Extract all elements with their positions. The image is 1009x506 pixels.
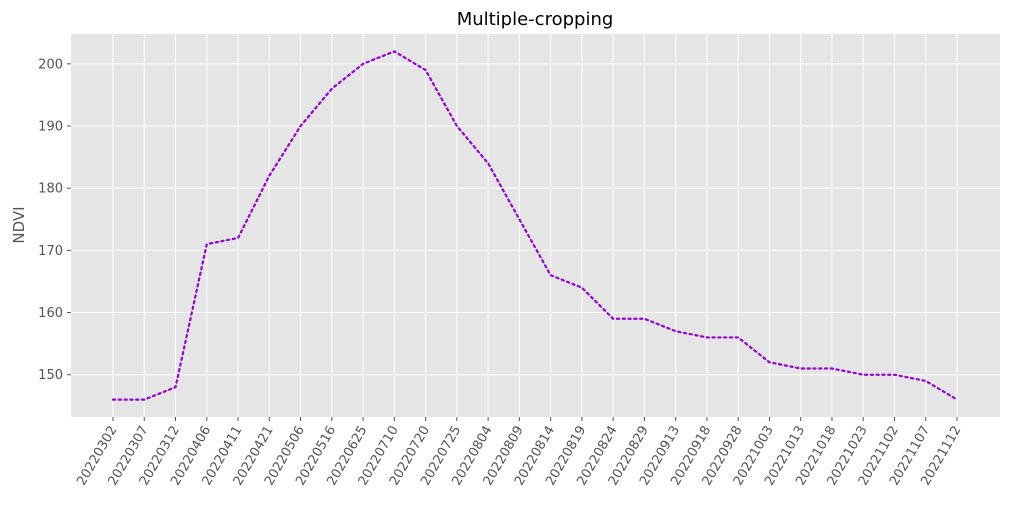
y-grid xyxy=(71,63,1000,376)
y-axis: 150 160 170 180 190 200 xyxy=(38,57,71,383)
plot-area xyxy=(71,34,1000,417)
y-axis-label: NDVI xyxy=(10,206,28,243)
y-tick-label: 200 xyxy=(38,57,63,72)
series-line xyxy=(111,50,959,401)
y-tick-label: 160 xyxy=(38,306,63,321)
y-tick-label: 190 xyxy=(38,120,63,135)
y-tick-label: 170 xyxy=(38,244,63,259)
x-grid xyxy=(112,34,958,417)
x-axis: 2022030220220307202203122022040620220411… xyxy=(74,417,964,488)
series-points xyxy=(112,51,958,400)
y-tick-label: 180 xyxy=(38,182,63,197)
chart-title: Multiple-cropping xyxy=(457,9,614,30)
y-tick-label: 150 xyxy=(38,368,63,383)
